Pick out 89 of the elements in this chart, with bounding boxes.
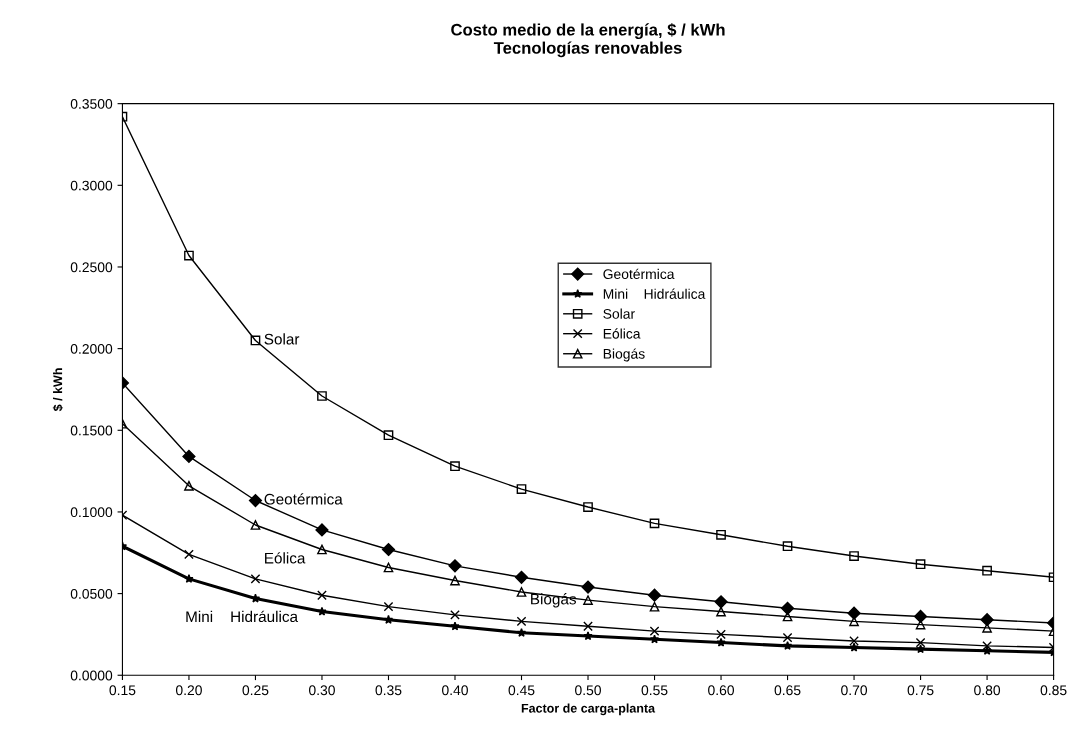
- point: [317, 590, 327, 601]
- x-tick-label: 0.35: [375, 685, 402, 696]
- point: [583, 621, 593, 632]
- x-tick-label: 0.55: [641, 685, 668, 696]
- point: [450, 575, 460, 586]
- y-tick-label: 0.1000: [70, 507, 113, 518]
- y-axis-title: $ / kWh: [52, 368, 64, 412]
- point: [250, 574, 261, 584]
- x-tick-label: 0.75: [907, 685, 934, 696]
- point: [250, 520, 261, 530]
- point: [915, 644, 926, 654]
- point: [383, 562, 394, 573]
- point: [383, 430, 394, 441]
- point: [248, 493, 263, 508]
- point: [982, 565, 992, 576]
- point: [516, 484, 527, 494]
- y-tick-label: 0.2500: [70, 262, 113, 273]
- point: [450, 609, 460, 620]
- point: [583, 631, 593, 641]
- x-tick-label: 0.20: [175, 685, 202, 696]
- x-tick-label: 0.60: [708, 685, 735, 696]
- chart-title: Costo medio de la energía, $ / kWh Tecnologías renovables: [451, 23, 725, 58]
- point: [448, 559, 462, 573]
- point: [849, 636, 859, 646]
- x-tick-label: 0.15: [109, 685, 136, 696]
- point: [649, 518, 660, 529]
- y-tick-label: 0.1500: [70, 425, 113, 436]
- x-axis-title: Factor de carga-planta: [521, 703, 656, 716]
- point: [649, 626, 660, 637]
- y-tick-label: 0.3500: [70, 98, 113, 109]
- point: [780, 601, 795, 615]
- text: Mini Hidráulica: [186, 610, 299, 623]
- point: [782, 640, 793, 650]
- point: [716, 529, 726, 540]
- y-tick-label: 0.0500: [70, 588, 113, 599]
- point: [184, 480, 194, 491]
- point: [383, 601, 394, 612]
- point: [317, 391, 327, 401]
- point: [782, 541, 793, 552]
- point: [647, 588, 662, 602]
- legend-label: Geotérmica: [603, 268, 675, 280]
- legend-label: Solar: [603, 308, 635, 319]
- point: [849, 551, 859, 561]
- point: [450, 621, 460, 631]
- point: [649, 601, 660, 612]
- text: Geotérmica: [264, 493, 343, 505]
- legend-label: Biogás: [603, 348, 645, 362]
- y-tick-label: 0.0000: [70, 670, 113, 681]
- legend-label: Eólica: [603, 328, 641, 339]
- point: [514, 570, 529, 584]
- point: [583, 502, 593, 512]
- x-tick-label: 0.45: [508, 685, 535, 696]
- point: [782, 632, 793, 643]
- x-tick-label: 0.85: [1040, 685, 1067, 696]
- point: [581, 580, 595, 594]
- point: [383, 614, 394, 624]
- y-tick-label: 0.2000: [70, 343, 113, 354]
- point: [714, 595, 728, 609]
- x-tick-label: 0.50: [575, 685, 601, 696]
- x-tick-label: 0.25: [242, 685, 269, 696]
- x-tick-label: 0.40: [442, 685, 468, 696]
- point: [381, 542, 396, 557]
- point: [716, 629, 726, 640]
- point: [980, 613, 994, 627]
- point: [516, 627, 527, 637]
- x-tick-label: 0.65: [774, 685, 801, 696]
- point: [182, 449, 196, 464]
- x-tick-label: 0.30: [309, 685, 335, 696]
- point: [583, 595, 593, 605]
- x-tick-label: 0.80: [974, 685, 1001, 696]
- point: [516, 587, 527, 597]
- point: [716, 606, 726, 617]
- point: [450, 461, 460, 472]
- point: [184, 549, 194, 560]
- point: [315, 523, 329, 537]
- text: Eólica: [265, 552, 306, 564]
- point: [847, 606, 861, 620]
- point: [250, 335, 261, 346]
- point: [184, 250, 194, 261]
- point: [649, 634, 660, 644]
- x-tick-label: 0.70: [841, 685, 868, 696]
- y-tick-label: 0.3000: [70, 180, 113, 191]
- point: [982, 623, 992, 633]
- legend-label: Mini Hidráulica: [603, 288, 706, 299]
- text: Biogás: [531, 593, 576, 608]
- text: Solar: [264, 333, 300, 345]
- point: [184, 574, 194, 583]
- point: [317, 544, 327, 555]
- point: [915, 559, 926, 570]
